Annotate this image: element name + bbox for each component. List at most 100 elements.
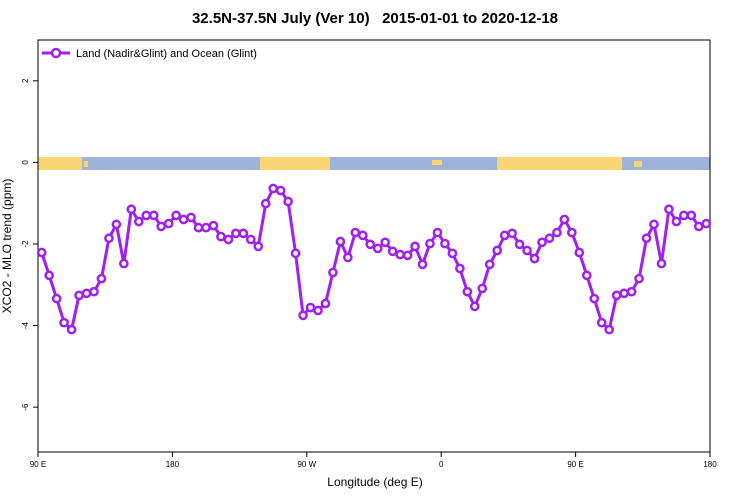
- data-point: [507, 228, 517, 239]
- data-point: [238, 228, 249, 239]
- data-point: [275, 185, 286, 196]
- x-tick-label: 180: [166, 460, 180, 469]
- data-point: [596, 317, 607, 328]
- data-point: [469, 301, 480, 312]
- data-point: [447, 248, 458, 259]
- data-point: [492, 245, 503, 256]
- data-point: [589, 293, 600, 304]
- data-point: [499, 230, 510, 241]
- data-point: [686, 210, 697, 221]
- data-point: [268, 183, 279, 194]
- data-point: [529, 253, 540, 264]
- data-point: [656, 258, 667, 269]
- data-point: [328, 267, 338, 278]
- data-point: [201, 222, 211, 233]
- data-point: [552, 227, 562, 238]
- data-point: [365, 239, 376, 250]
- data-point: [432, 227, 443, 238]
- data-point: [679, 210, 689, 221]
- legend: Land (Nadir&Glint) and Ocean (Glint): [42, 47, 257, 60]
- data-point: [141, 210, 152, 221]
- data-point: [350, 227, 361, 238]
- data-point: [89, 286, 99, 297]
- data-point: [59, 317, 69, 328]
- data-point: [163, 218, 174, 229]
- data-point: [74, 290, 84, 301]
- data-point: [290, 248, 301, 259]
- y-tick-label: 0: [21, 160, 30, 165]
- data-point: [701, 218, 712, 229]
- x-axis-label: Longitude (deg E): [327, 475, 422, 489]
- x-tick-label: 0: [439, 460, 444, 469]
- data-point: [253, 241, 264, 252]
- data-point: [66, 324, 77, 335]
- data-point: [395, 249, 405, 260]
- data-point: [133, 216, 144, 227]
- data-point: [178, 214, 189, 225]
- data-point: [462, 286, 473, 297]
- data-point: [44, 270, 55, 281]
- data-point: [634, 273, 644, 284]
- data-point: [514, 239, 525, 250]
- data-point: [343, 252, 353, 263]
- land-ocean-strip: [38, 157, 710, 170]
- data-point: [208, 220, 219, 231]
- data-point: [417, 259, 428, 270]
- data-point: [186, 212, 196, 223]
- chart-title: 32.5N-37.5N July (Ver 10) 2015-01-01 to …: [192, 10, 558, 27]
- data-point: [410, 241, 420, 252]
- x-tick-label: 90 E: [567, 460, 583, 469]
- x-tick-label: 90 E: [30, 460, 46, 469]
- data-point: [171, 210, 181, 221]
- x-tick-label: 180: [703, 460, 717, 469]
- data-point: [581, 270, 592, 281]
- data-point: [223, 234, 234, 245]
- land-band: [260, 157, 330, 170]
- data-point: [387, 246, 398, 257]
- data-point: [402, 250, 413, 261]
- data-point: [156, 221, 167, 232]
- data-point: [477, 283, 488, 294]
- data-point: [380, 237, 391, 248]
- y-axis-label: XCO2 - MLO trend (ppm): [0, 179, 14, 314]
- data-point: [260, 198, 271, 209]
- data-point: [664, 204, 674, 215]
- land-band: [432, 160, 442, 165]
- data-point: [126, 204, 137, 215]
- data-point: [119, 258, 129, 269]
- data-point: [619, 288, 629, 299]
- data-point: [559, 214, 570, 225]
- data-point: [604, 324, 615, 335]
- data-point: [51, 293, 62, 304]
- data-point: [193, 222, 204, 233]
- land-band: [84, 161, 88, 167]
- data-point: [693, 221, 704, 232]
- y-tick-label: -6: [21, 403, 30, 411]
- data-point: [611, 290, 622, 301]
- data-point: [484, 259, 495, 270]
- x-tick-label: 90 W: [297, 460, 316, 469]
- data-point: [567, 227, 577, 238]
- data-point: [283, 196, 293, 207]
- data-point: [148, 210, 159, 221]
- data-point: [320, 298, 331, 309]
- data-point: [111, 219, 122, 230]
- data-point: [671, 216, 682, 227]
- data-point: [626, 286, 637, 297]
- data-point: [104, 233, 114, 244]
- legend-label: Land (Nadir&Glint) and Ocean (Glint): [76, 48, 257, 60]
- land-band: [497, 157, 622, 170]
- y-tick-label: -2: [21, 240, 30, 248]
- data-point: [335, 236, 346, 247]
- data-point: [305, 302, 316, 313]
- data-point: [455, 263, 465, 274]
- data-point: [641, 233, 652, 244]
- y-tick-label: 2: [21, 78, 30, 83]
- data-point: [537, 237, 547, 248]
- land-band: [38, 157, 82, 170]
- data-point: [81, 288, 92, 299]
- data-point: [425, 238, 435, 249]
- data-point: [231, 228, 241, 239]
- data-point: [440, 238, 450, 249]
